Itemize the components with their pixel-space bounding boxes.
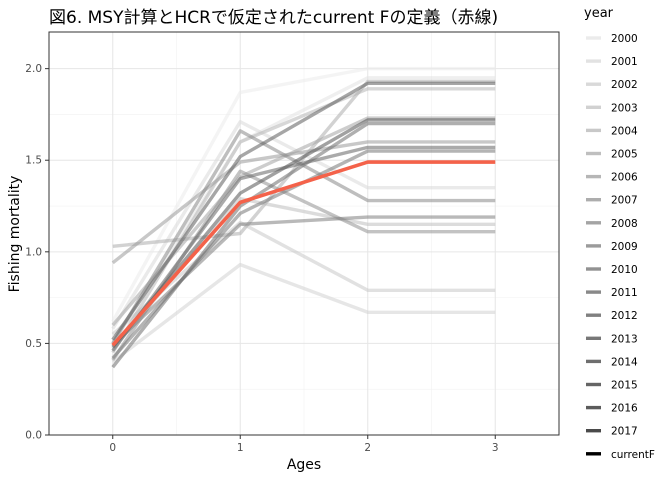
legend-label-2004: 2004 [611,125,638,137]
series-line-2000 [111,66,496,323]
series-line-2017 [111,118,496,349]
y-axis-title: Fishing mortality [7,176,23,293]
legend-label-2002: 2002 [611,79,638,91]
series-line-2009 [111,140,496,265]
legend-label-2003: 2003 [611,102,638,114]
series-line-2016 [111,81,496,341]
series-line-2001 [111,76,496,345]
x-tick-label: 1 [237,442,244,454]
legend-label-2011: 2011 [611,287,638,299]
series-line-2015 [111,145,496,352]
legend-label-2017: 2017 [611,426,638,438]
y-tick-label: 2.0 [25,63,42,75]
legend-label-2014: 2014 [611,356,638,368]
grid [48,32,560,436]
legend-label-2006: 2006 [611,172,638,184]
y-axis: 0.0 0.5 1.0 1.5 2.0 [25,63,49,442]
legend-label-2009: 2009 [611,241,638,253]
legend-label-2005: 2005 [611,149,638,161]
legend-label-2015: 2015 [611,380,638,392]
legend: 2000 2001 2002 2003 2004 2005 2006 2007 2008 2009… [586,33,655,461]
series-line-currentF [111,160,496,347]
panel-border [48,31,560,436]
legend-label-2001: 2001 [611,56,638,68]
series-line-2004 [111,220,496,336]
chart-title: 図6. MSY計算とHCRで仮定されたcurrent Fの定義（赤線) [49,8,498,28]
x-axis-title: Ages [287,457,321,473]
legend-label-currentF: currentF [611,449,655,461]
series-line-2003 [111,262,496,364]
x-axis: 0 1 2 3 [109,435,499,454]
legend-label-2000: 2000 [611,33,638,45]
x-tick-label: 3 [492,442,499,454]
legend-label-2007: 2007 [611,195,638,207]
series-lines [111,66,496,369]
y-tick-label: 1.5 [25,155,42,167]
legend-label-2016: 2016 [611,403,638,415]
y-tick-label: 1.0 [25,246,42,258]
y-tick-label: 0.5 [25,338,42,350]
legend-title: year [584,6,614,21]
series-line-2014 [111,121,496,369]
x-tick-label: 0 [109,442,116,454]
y-tick-label: 0.0 [25,430,42,442]
legend-label-2010: 2010 [611,264,638,276]
x-tick-label: 2 [364,442,371,454]
legend-label-2013: 2013 [611,333,638,345]
legend-label-2012: 2012 [611,310,638,322]
legend-label-2008: 2008 [611,218,638,230]
